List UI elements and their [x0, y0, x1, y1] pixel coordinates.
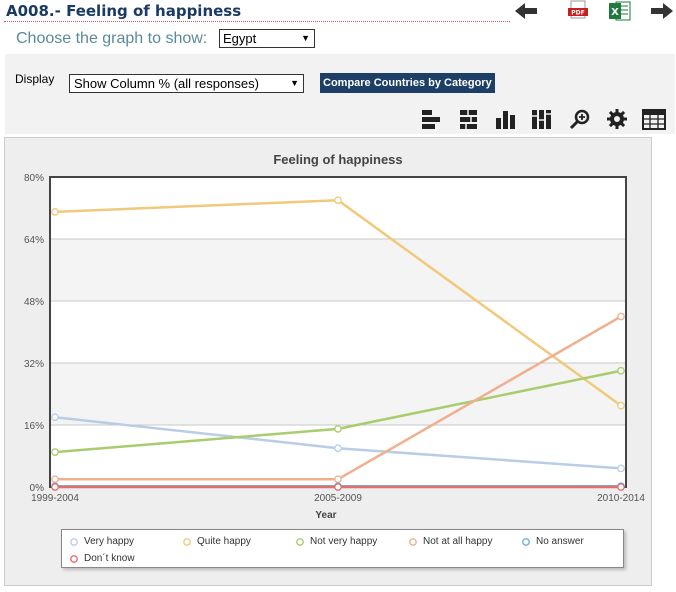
y-tick-label: 48% — [24, 297, 44, 308]
pdf-icon[interactable]: PDF — [565, 0, 591, 22]
data-point — [334, 483, 342, 491]
legend-item[interactable]: No answer — [520, 536, 584, 547]
y-tick-label: 64% — [24, 235, 44, 246]
arrow-right-icon[interactable] — [649, 0, 675, 22]
legend-label: Very happy — [84, 536, 135, 547]
data-point — [51, 413, 59, 422]
plot-area — [50, 177, 626, 487]
horizontal-bar-icon[interactable] — [418, 106, 444, 132]
y-tick-label: 16% — [24, 421, 44, 432]
zoom-icon[interactable] — [567, 106, 593, 132]
chart-title: Feeling of happiness — [273, 152, 402, 167]
arrow-left-icon[interactable] — [513, 0, 539, 22]
legend-marker-icon — [183, 537, 191, 546]
legend-item[interactable]: Not at all happy — [407, 536, 493, 547]
legend-marker-icon — [70, 537, 78, 546]
stacked-bar-icon[interactable] — [455, 106, 481, 132]
legend-label: Not at all happy — [423, 536, 493, 547]
data-point — [617, 483, 625, 491]
legend-marker-icon — [522, 537, 530, 546]
title-divider — [4, 21, 510, 22]
line-chart: 0% 16% 32% 48% 64% 80% 1999-2004 2005-2009 2010-… — [24, 152, 645, 521]
data-point — [617, 401, 625, 410]
page-title: A008.- Feeling of happiness — [6, 2, 242, 20]
grid-band — [50, 239, 626, 301]
legend-label: No answer — [536, 536, 584, 547]
legend-item[interactable]: Don´t know — [68, 553, 135, 564]
data-point — [51, 483, 59, 491]
legend-label: Don´t know — [84, 553, 135, 564]
toolbar-panel — [5, 54, 675, 134]
y-tick-label: 0% — [30, 483, 45, 494]
data-point — [334, 475, 342, 484]
svg-text:X: X — [611, 7, 619, 18]
compare-countries-button[interactable]: Compare Countries by Category — [320, 73, 495, 93]
settings-gear-icon[interactable] — [604, 106, 630, 132]
column-chart-icon[interactable] — [492, 106, 518, 132]
data-point — [334, 444, 342, 453]
chevron-down-icon: ▼ — [290, 78, 299, 88]
country-select-value: Egypt — [223, 31, 257, 46]
display-select[interactable]: Show Column % (all responses) ▼ — [69, 74, 304, 93]
data-point — [334, 425, 342, 433]
legend-item[interactable]: Quite happy — [181, 536, 251, 547]
choose-graph-label: Choose the graph to show: — [16, 30, 208, 47]
x-tick-label: 2005-2009 — [314, 493, 362, 504]
country-select[interactable]: Egypt ▼ — [219, 29, 315, 48]
legend-marker-icon — [296, 537, 304, 546]
data-point — [51, 448, 59, 456]
data-point — [51, 208, 59, 216]
data-point — [617, 312, 625, 321]
svg-text:PDF: PDF — [571, 10, 584, 17]
legend-item[interactable]: Not very happy — [294, 536, 377, 547]
legend-label: Not very happy — [310, 536, 378, 547]
legend-item[interactable]: Very happy — [68, 536, 134, 547]
data-point — [617, 464, 625, 473]
table-icon[interactable] — [641, 106, 667, 132]
data-point — [51, 475, 59, 484]
chart-legend: Very happy Quite happy Not very happy Not a… — [61, 529, 624, 568]
stacked-column-icon[interactable] — [529, 106, 555, 132]
x-axis-label: Year — [315, 510, 336, 521]
x-tick-label: 2010-2014 — [597, 493, 645, 504]
legend-label: Quite happy — [197, 536, 251, 547]
legend-marker-icon — [70, 554, 78, 563]
excel-icon[interactable]: X — [607, 0, 633, 22]
display-label: Display — [15, 72, 55, 86]
x-tick-label: 1999-2004 — [31, 493, 79, 504]
grid-band — [50, 363, 626, 425]
chevron-down-icon: ▼ — [301, 33, 310, 43]
y-tick-label: 32% — [24, 359, 44, 370]
y-tick-label: 80% — [24, 173, 44, 184]
display-select-value: Show Column % (all responses) — [74, 76, 259, 91]
legend-marker-icon — [409, 537, 417, 546]
data-point — [617, 366, 625, 375]
data-point — [334, 196, 342, 205]
